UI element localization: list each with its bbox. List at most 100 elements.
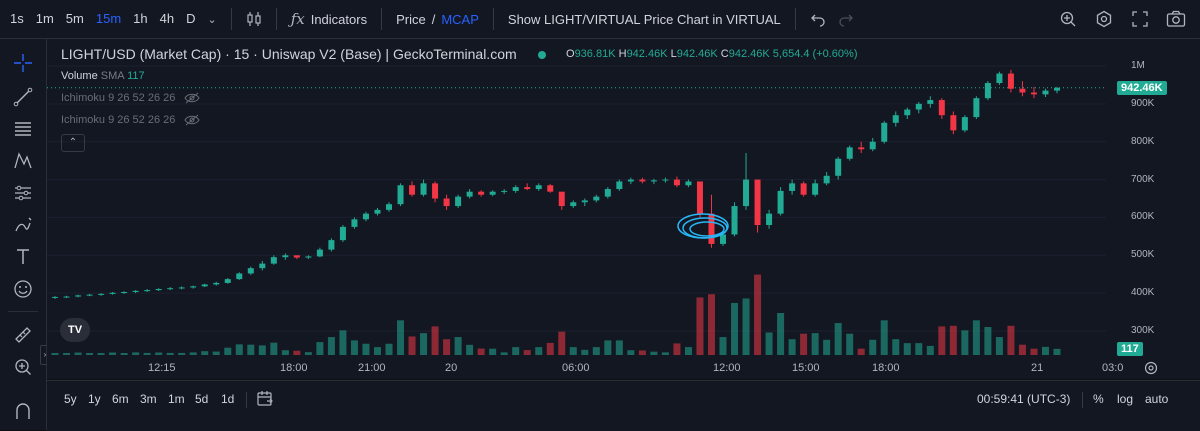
candle-body (627, 179, 634, 182)
redo-icon[interactable] (832, 0, 860, 38)
volume-bar (212, 351, 220, 355)
volume-bar (247, 344, 255, 355)
top-toolbar: 1s 1m 5m 15m 1h 4h D ⌄ ƒx Indicators Pri… (0, 0, 1200, 39)
axis-settings-icon[interactable] (1143, 360, 1159, 376)
volume-bar (1018, 344, 1026, 355)
timeframe-D[interactable]: D (186, 11, 196, 26)
candle-body (869, 141, 876, 150)
volume-bar (512, 347, 520, 355)
time-label: 21 (1031, 362, 1044, 374)
candle-body (662, 179, 669, 181)
candle-body (98, 293, 105, 295)
emoji-icon[interactable] (9, 275, 37, 303)
time-label: 12:15 (148, 362, 176, 374)
trend-line-icon[interactable] (9, 83, 37, 111)
candle-body (846, 147, 853, 159)
volume-bar (143, 352, 151, 355)
chart-pane[interactable] (47, 39, 1145, 379)
timeframe-15m[interactable]: 15m (95, 11, 122, 26)
timeframe-1s[interactable]: 1s (10, 11, 24, 26)
clock-timezone[interactable]: 00:59:41 (UTC-3) (977, 392, 1071, 406)
goto-date-icon[interactable] (256, 390, 274, 413)
ichimoku-label: Ichimoku 9 26 52 26 26 (61, 92, 176, 104)
auto-toggle[interactable]: auto (1145, 392, 1169, 406)
range-1y[interactable]: 1y (88, 392, 101, 406)
fullscreen-icon[interactable] (1126, 0, 1154, 38)
show-virtual-chart-button[interactable]: Show LIGHT/VIRTUAL Price Chart in VIRTUA… (507, 11, 781, 27)
ruler-icon[interactable] (9, 321, 37, 349)
ichimoku-indicator-2[interactable]: Ichimoku 9 26 52 26 26 (61, 114, 201, 126)
price-label-300k: 300K (1131, 325, 1155, 336)
candle-body (524, 187, 531, 190)
volume-bar (431, 326, 439, 355)
chevron-down-icon[interactable]: ⌄ (207, 13, 217, 26)
volume-bar (707, 294, 715, 355)
volume-bar (638, 350, 646, 355)
candle-body (800, 183, 807, 195)
crosshair-icon[interactable] (9, 49, 37, 77)
volume-bar (443, 339, 451, 355)
annotation-circle[interactable] (689, 221, 725, 237)
indicators-button[interactable]: ƒx Indicators (285, 10, 373, 28)
hidden-eye-icon[interactable] (184, 92, 201, 104)
hidden-eye-icon[interactable] (184, 114, 201, 126)
undo-icon[interactable] (804, 0, 832, 38)
range-5y[interactable]: 5y (64, 392, 77, 406)
volume-bar (903, 343, 911, 355)
range-5d[interactable]: 5d (195, 392, 209, 406)
range-1d[interactable]: 1d (221, 392, 235, 406)
timeframe-1h[interactable]: 1h (133, 11, 148, 26)
settings-icon[interactable] (1090, 0, 1118, 38)
candlestick-chart[interactable] (47, 39, 1145, 379)
collapse-legend-button[interactable]: ⌃ (61, 134, 85, 152)
fib-lines-icon[interactable] (9, 115, 37, 143)
volume-bar (949, 325, 957, 355)
timeframe-4h[interactable]: 4h (159, 11, 175, 26)
search-icon[interactable] (1054, 0, 1082, 38)
candle-body (673, 179, 680, 186)
candle-body (639, 179, 646, 182)
timeframe-5m[interactable]: 5m (65, 11, 84, 26)
price-scale[interactable] (1106, 39, 1200, 379)
timeframe-1m[interactable]: 1m (35, 11, 54, 26)
candle-body (236, 273, 243, 280)
price-label-800k: 800K (1131, 136, 1155, 147)
price-label-400k: 400K (1131, 287, 1155, 298)
zoom-in-icon[interactable] (9, 353, 37, 381)
candles-icon[interactable] (240, 0, 268, 38)
percent-toggle[interactable]: % (1093, 392, 1104, 406)
candle-body (892, 115, 899, 123)
ichimoku-indicator-1[interactable]: Ichimoku 9 26 52 26 26 (61, 92, 201, 104)
indicators-label: Indicators (310, 11, 368, 27)
pattern-icon[interactable] (9, 147, 37, 175)
candle-body (455, 196, 462, 207)
toolbar-divider (8, 311, 38, 312)
volume-bar (581, 349, 589, 355)
price-mcap-toggle[interactable]: Price / MCAP (390, 12, 485, 27)
candle-body (489, 191, 496, 195)
candle-body (708, 213, 715, 244)
time-label: 20 (445, 362, 458, 374)
annotation-circle[interactable] (677, 213, 729, 239)
candle-body (224, 279, 231, 283)
camera-icon[interactable] (1162, 0, 1190, 38)
volume-bar (397, 320, 405, 355)
log-toggle[interactable]: log (1117, 392, 1134, 406)
magnet-icon[interactable] (9, 397, 37, 425)
brush-icon[interactable] (9, 211, 37, 239)
price-label-700k: 700K (1131, 174, 1155, 185)
range-1m[interactable]: 1m (168, 392, 185, 406)
range-3m[interactable]: 3m (140, 392, 157, 406)
text-tool-icon[interactable] (9, 243, 37, 271)
volume-bar (731, 302, 739, 355)
range-6m[interactable]: 6m (112, 392, 129, 406)
volume-bar (846, 333, 854, 355)
volume-bar (201, 351, 209, 355)
volume-indicator-label[interactable]: Volume SMA 117 (61, 70, 145, 82)
volume-bar (281, 350, 289, 355)
mcap-label: MCAP (441, 11, 479, 27)
forecast-icon[interactable] (9, 179, 37, 207)
toolbar-divider (230, 8, 232, 30)
candle-body (604, 189, 611, 197)
volume-bar (1053, 348, 1061, 355)
